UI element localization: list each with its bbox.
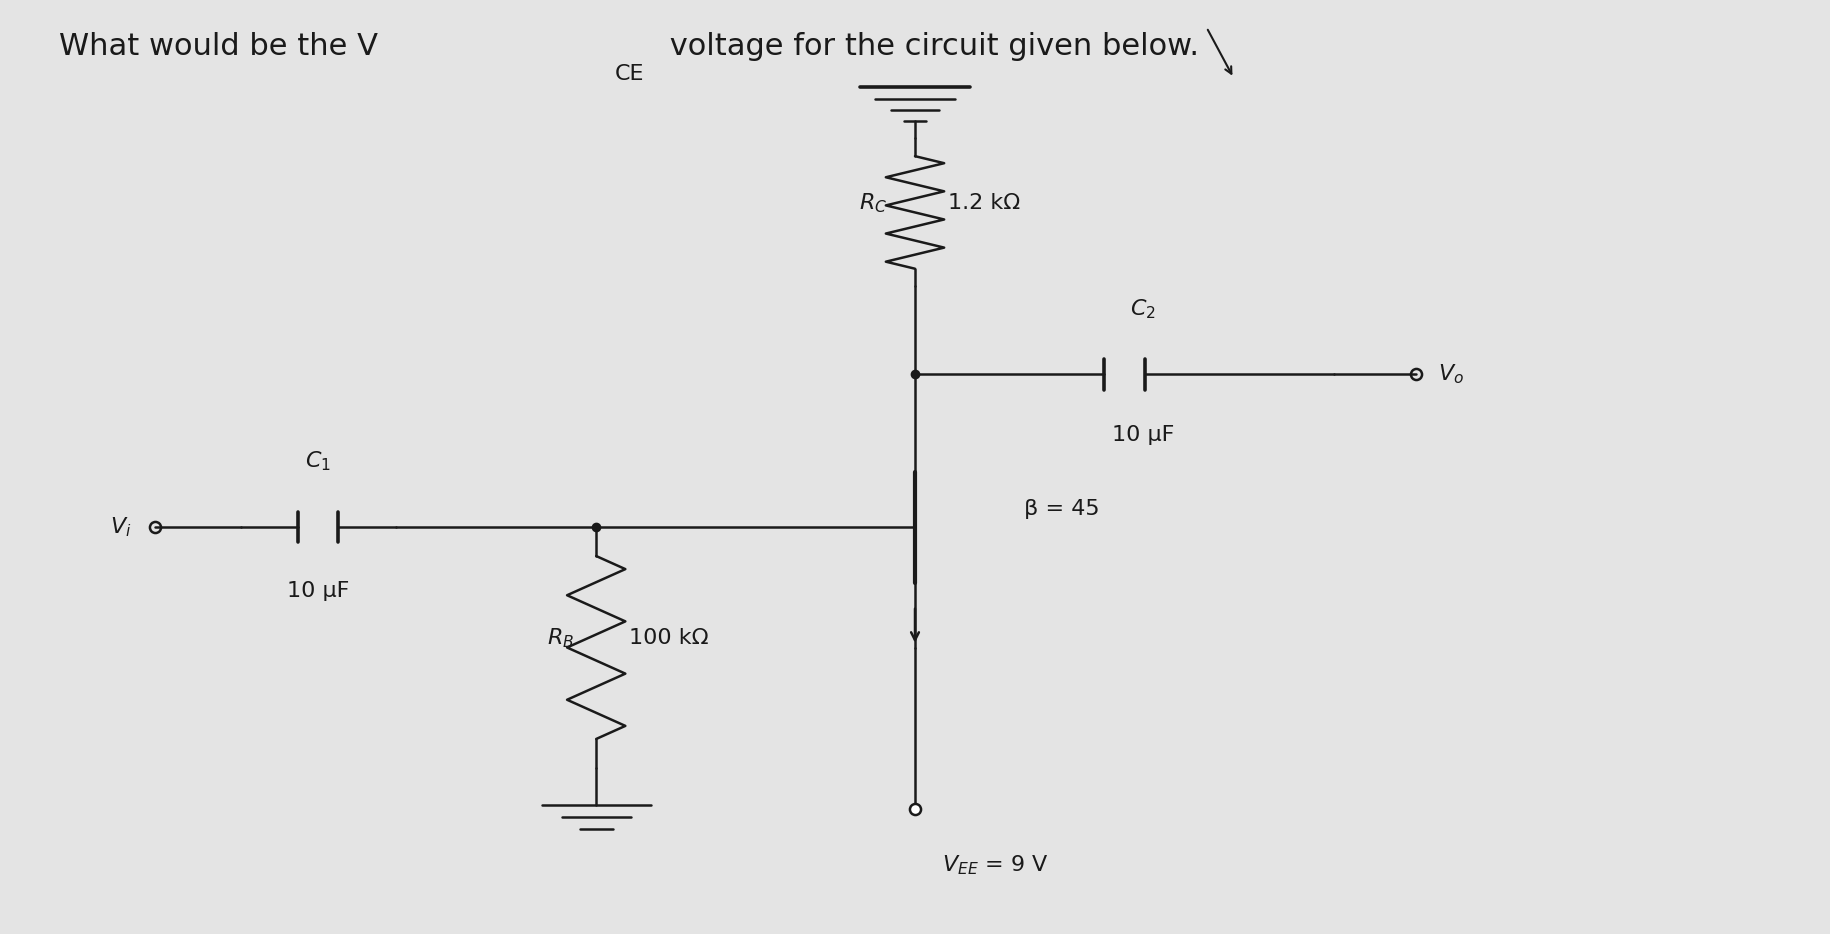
Text: 100 kΩ: 100 kΩ [630,629,708,648]
Text: CE: CE [615,64,644,84]
Text: What would be the V: What would be the V [59,32,377,61]
Text: $C_2$: $C_2$ [1129,297,1155,320]
Text: $V_i$: $V_i$ [110,516,132,539]
Text: $V_o$: $V_o$ [1438,362,1464,387]
Text: voltage for the circuit given below.: voltage for the circuit given below. [661,32,1199,61]
Text: 10 μF: 10 μF [1111,425,1173,446]
Text: $R_C$: $R_C$ [860,191,888,215]
Text: β = 45: β = 45 [1025,499,1100,518]
Text: 1.2 kΩ: 1.2 kΩ [948,193,1019,213]
Text: $R_B$: $R_B$ [547,627,575,650]
Text: $V_{EE}$ = 9 V: $V_{EE}$ = 9 V [942,854,1049,877]
Text: 10 μF: 10 μF [287,581,350,601]
Text: $C_1$: $C_1$ [306,450,331,474]
